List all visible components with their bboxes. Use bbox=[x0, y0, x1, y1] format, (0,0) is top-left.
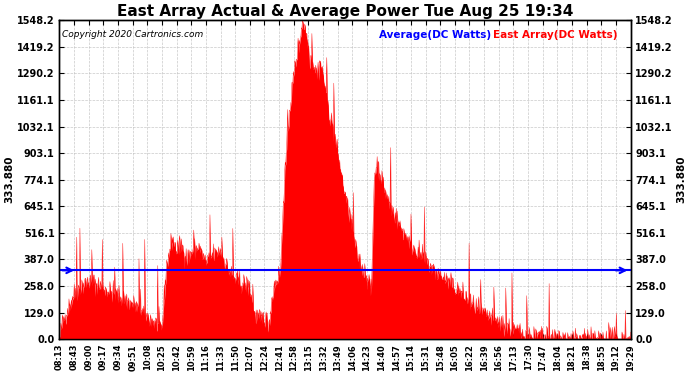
Text: East Array(DC Watts): East Array(DC Watts) bbox=[493, 30, 618, 40]
Text: Average(DC Watts): Average(DC Watts) bbox=[380, 30, 491, 40]
Y-axis label: 333.880: 333.880 bbox=[676, 156, 686, 204]
Title: East Array Actual & Average Power Tue Aug 25 19:34: East Array Actual & Average Power Tue Au… bbox=[117, 4, 573, 19]
Y-axis label: 333.880: 333.880 bbox=[4, 156, 14, 204]
Text: Copyright 2020 Cartronics.com: Copyright 2020 Cartronics.com bbox=[62, 30, 204, 39]
